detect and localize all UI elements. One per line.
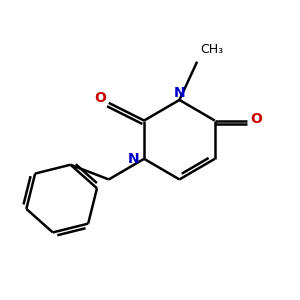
Text: O: O xyxy=(250,112,262,126)
Text: O: O xyxy=(94,92,106,106)
Text: N: N xyxy=(128,152,140,166)
Text: N: N xyxy=(174,85,185,100)
Text: CH₃: CH₃ xyxy=(200,43,223,56)
